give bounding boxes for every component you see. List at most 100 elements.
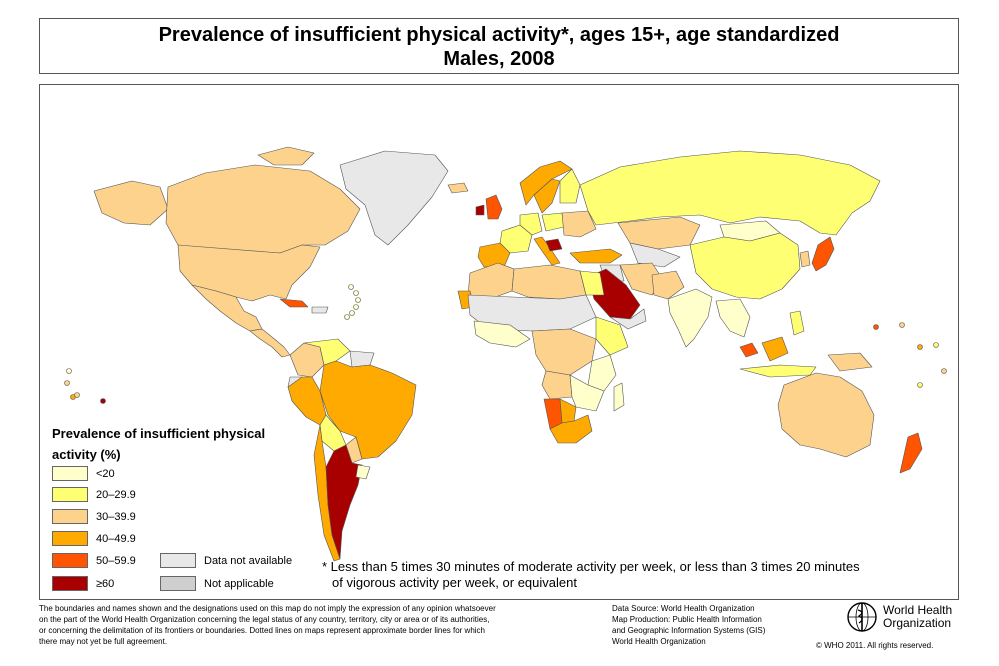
sweden <box>533 178 561 214</box>
argentina <box>325 444 363 560</box>
norway <box>519 160 573 206</box>
source-line: and Geographic Information Systems (GIS) <box>612 626 766 635</box>
peru <box>287 376 327 426</box>
russia <box>579 150 881 236</box>
algeria-libya <box>511 264 587 300</box>
new-guinea <box>827 352 873 372</box>
south-africa <box>549 414 593 444</box>
egypt <box>579 270 605 296</box>
finland <box>559 168 581 204</box>
who-logo: World Health Organization <box>845 600 963 634</box>
island-marker <box>349 310 355 316</box>
copyright: © WHO 2011. All rights reserved. <box>816 641 934 650</box>
north-africa-west <box>467 262 515 300</box>
pakistan-afghanistan <box>651 270 685 300</box>
philippines <box>789 310 805 336</box>
brazil <box>319 360 417 460</box>
central-africa <box>531 328 597 376</box>
yemen-oman <box>609 308 647 330</box>
footnote-line: * Less than 5 times 30 minutes of modera… <box>322 559 860 574</box>
legend-label: Data not available <box>204 554 293 567</box>
island-marker <box>873 324 879 330</box>
balkans <box>545 238 563 252</box>
malaysia <box>739 342 759 358</box>
who-name: World Health Organization <box>883 604 952 630</box>
legend-label: Not applicable <box>204 577 274 590</box>
china <box>689 232 801 300</box>
legend-label: ≥60 <box>96 577 115 590</box>
turkey <box>569 248 623 264</box>
legend-label: 50–59.9 <box>96 554 136 567</box>
australia <box>777 372 875 458</box>
legend-swatch <box>160 576 196 591</box>
canada <box>165 164 361 254</box>
east-africa <box>587 354 617 392</box>
legend-item: 30–39.9 <box>52 509 136 524</box>
japan <box>811 236 835 272</box>
island-marker <box>355 297 361 303</box>
map-title-box: Prevalence of insufficient physical acti… <box>39 18 959 74</box>
island-marker <box>917 382 923 388</box>
zambia-moz <box>569 374 605 412</box>
who-name-line: World Health <box>883 603 953 617</box>
island-marker <box>348 284 354 290</box>
legend-swatch <box>52 509 88 524</box>
footnote: * Less than 5 times 30 minutes of modera… <box>322 559 922 591</box>
west-africa <box>473 320 531 348</box>
island-marker <box>353 290 359 296</box>
guianas <box>349 350 375 368</box>
hispaniola <box>311 306 329 314</box>
island-marker <box>66 368 72 374</box>
island-marker <box>74 392 80 398</box>
legend-item: Not applicable <box>160 576 274 591</box>
colombia <box>289 342 325 378</box>
legend-swatch <box>52 487 88 502</box>
eastern-europe <box>561 210 597 238</box>
world-map-svg <box>64 146 947 562</box>
legend-item: <20 <box>52 466 115 481</box>
southeast-asia <box>715 298 751 338</box>
legend-item: 50–59.9 <box>52 553 136 568</box>
iceland <box>447 182 469 194</box>
island-marker <box>100 398 106 404</box>
island-marker <box>933 342 939 348</box>
poland <box>541 212 565 232</box>
legend-item: ≥60 <box>52 576 114 591</box>
legend-label: 40–49.9 <box>96 532 136 545</box>
greenland <box>339 150 449 246</box>
madagascar <box>613 382 625 412</box>
legend-item: 20–29.9 <box>52 487 136 502</box>
central-asia <box>629 242 681 268</box>
legend-label: 20–29.9 <box>96 488 136 501</box>
legend-swatch <box>52 576 88 591</box>
disclaimer: The boundaries and names shown and the d… <box>39 603 579 647</box>
island-marker <box>917 344 923 350</box>
new-zealand <box>899 432 923 474</box>
who-emblem-icon <box>847 602 877 632</box>
angola <box>541 370 573 400</box>
indonesia <box>739 364 817 378</box>
data-source: Data Source: World Health Organization M… <box>612 603 812 647</box>
legend-label: 30–39.9 <box>96 510 136 523</box>
uruguay <box>355 464 371 480</box>
italy <box>533 236 561 266</box>
canada-islands <box>257 146 315 166</box>
island-marker <box>64 380 70 386</box>
map-subtitle: Males, 2008 <box>443 48 555 70</box>
alaska <box>93 180 169 226</box>
island-marker <box>344 314 350 320</box>
island-marker <box>941 368 947 374</box>
legend-label: <20 <box>96 467 115 480</box>
borneo <box>761 336 789 362</box>
united-kingdom <box>485 194 503 220</box>
korea <box>799 250 811 268</box>
island-marker <box>899 322 905 328</box>
disclaimer-line: there may not yet be full agreement. <box>39 637 168 646</box>
legend-swatch <box>160 553 196 568</box>
world-map <box>39 84 959 600</box>
disclaimer-line: The boundaries and names shown and the d… <box>39 604 496 613</box>
source-line: Data Source: World Health Organization <box>612 604 755 613</box>
footnote-line: of vigorous activity per week, or equiva… <box>332 575 577 590</box>
ireland <box>475 204 485 216</box>
who-name-line: Organization <box>883 616 952 630</box>
